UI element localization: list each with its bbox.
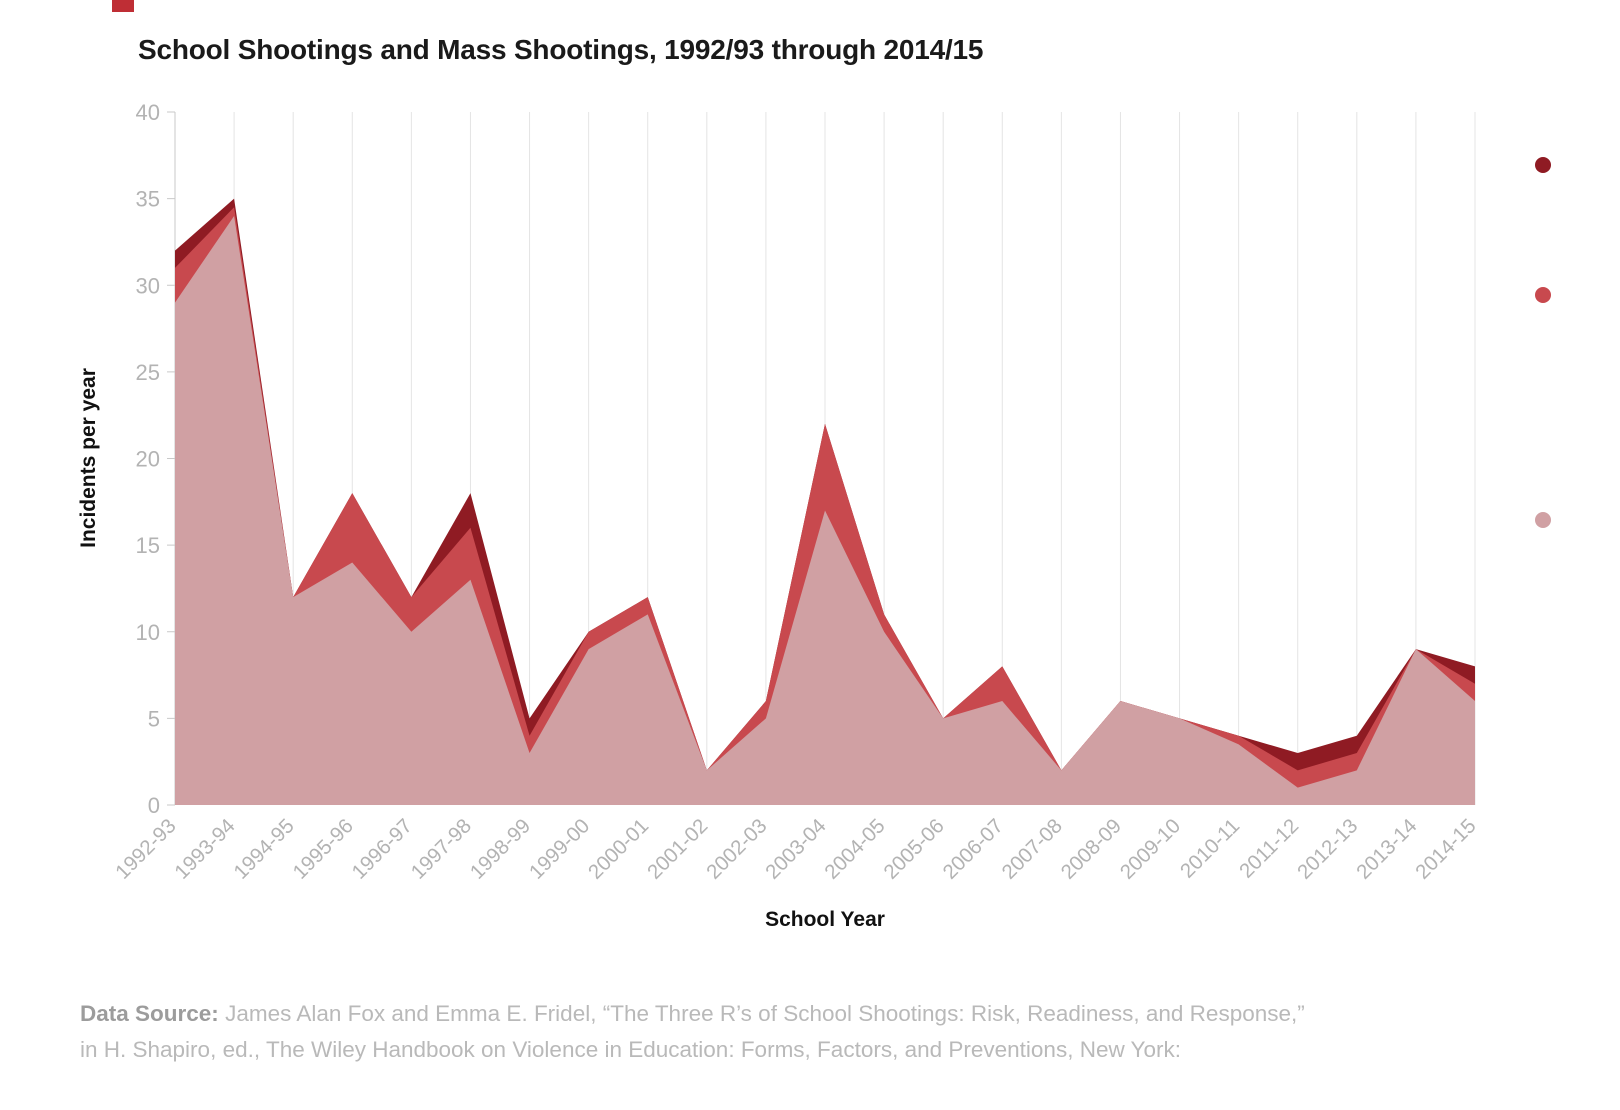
data-source-label: Data Source:	[80, 1001, 219, 1026]
data-source: Data Source: James Alan Fox and Emma E. …	[80, 996, 1540, 1068]
legend-marker-series-1-dark-red	[1535, 157, 1551, 173]
y-tick-label: 40	[136, 100, 160, 125]
legend	[1535, 157, 1551, 528]
area-series-2-red	[175, 207, 1475, 806]
x-tick-label: 1992-93	[111, 814, 180, 883]
clipped-red-mark	[112, 0, 134, 12]
y-tick-label: 20	[136, 447, 160, 472]
legend-marker-series-2-red	[1535, 287, 1551, 303]
data-source-line1: James Alan Fox and Emma E. Fridel, “The …	[225, 1001, 1305, 1026]
x-tick-label: 2008-09	[1057, 814, 1126, 883]
chart-title: School Shootings and Mass Shootings, 199…	[138, 34, 984, 65]
x-tick-label: 2001-02	[643, 814, 712, 883]
legend-marker-series-3-pink	[1535, 512, 1551, 528]
y-tick-label: 10	[136, 620, 160, 645]
y-axis-title: Incidents per year	[77, 368, 100, 548]
x-tick-label: 2009-10	[1116, 814, 1185, 883]
area-series-layer	[175, 198, 1475, 806]
data-source-line2: in H. Shapiro, ed., The Wiley Handbook o…	[80, 1037, 1181, 1062]
x-tick-label: 1993-94	[170, 814, 239, 883]
x-tick-label: 2005-06	[879, 814, 948, 883]
x-tick-label: 1995-96	[288, 814, 357, 883]
x-tick-label: 2002-03	[702, 814, 771, 883]
x-tick-label: 2011-12	[1235, 814, 1303, 882]
area-series-3-pink	[175, 215, 1475, 805]
y-tick-label: 15	[136, 533, 160, 558]
x-tick-label: 2004-05	[820, 814, 889, 883]
x-axis-title: School Year	[765, 908, 885, 931]
y-tick-label: 25	[136, 360, 160, 385]
x-tick-label: 1997-98	[407, 814, 476, 883]
axes-layer	[167, 111, 175, 806]
x-tick-label: 2014-15	[1411, 814, 1480, 883]
x-tick-label: 1999-00	[525, 814, 594, 883]
y-tick-label: 0	[148, 793, 160, 818]
x-tick-label: 2006-07	[938, 814, 1007, 883]
x-tick-label: 1998-99	[466, 814, 535, 883]
x-tick-label: 1994-95	[229, 814, 298, 883]
y-tick-label: 35	[136, 187, 160, 212]
x-tick-label: 2000-01	[584, 814, 653, 883]
x-tick-label: 2003-04	[761, 814, 830, 883]
x-tick-label: 2012-13	[1293, 814, 1362, 883]
x-tick-label: 2007-08	[997, 814, 1066, 883]
x-tick-label: 2013-14	[1352, 814, 1421, 883]
y-tick-label: 5	[148, 706, 160, 731]
x-tick-label: 2010-11	[1176, 814, 1244, 882]
x-tick-label: 1996-97	[347, 814, 416, 883]
y-tick-label: 30	[136, 273, 160, 298]
